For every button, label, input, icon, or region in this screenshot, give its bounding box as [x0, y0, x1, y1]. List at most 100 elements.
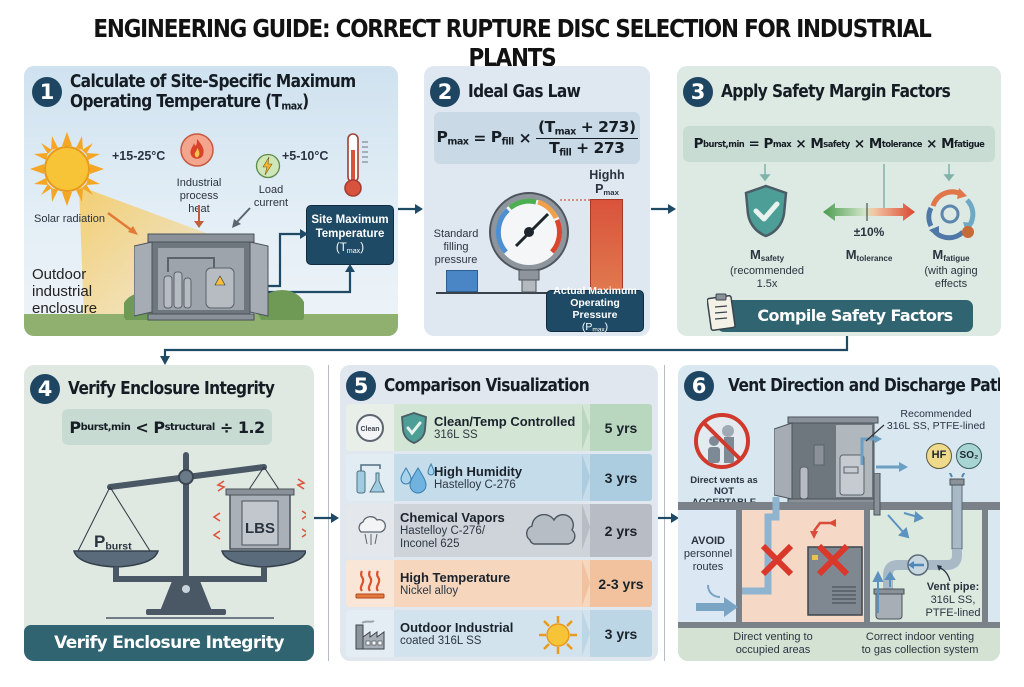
- title-text: ): [302, 92, 309, 112]
- avoid-personnel-label: AVOID personnel routes: [682, 535, 734, 574]
- step-number-badge: 4: [30, 374, 60, 404]
- flow-arrow-icon: [160, 336, 849, 365]
- formula-term: Pmax: [436, 128, 469, 147]
- step-6-panel: 6 Vent Direction and Discharge Path Dire…: [678, 365, 1000, 661]
- factor-note: (recommended: [730, 265, 804, 277]
- title-line: Calculate of Site-Specific Maximum: [70, 72, 356, 92]
- vapor-cloud-icon: [346, 504, 394, 557]
- max-pressure-bar: [590, 199, 623, 294]
- flame-icon: [180, 133, 214, 167]
- label-line: pressure: [434, 254, 478, 266]
- wall: [864, 510, 870, 622]
- formula-text: (T: [537, 118, 555, 137]
- formula-text: P: [490, 128, 502, 147]
- shield-check-icon: [744, 184, 788, 238]
- load-current-label: Load current: [250, 184, 292, 210]
- ideal-gas-formula: Pmax = Pfill × (Tmax + 273) Tfill + 273: [434, 112, 640, 164]
- formula-text: ×: [791, 136, 811, 152]
- heat-icon: [346, 560, 394, 607]
- formula-text: P: [153, 417, 165, 437]
- row-name: Chemical Vapors: [400, 510, 505, 525]
- box-text: ): [604, 321, 609, 334]
- factor-symbol: Mfatigue: [913, 248, 989, 265]
- step-6-title: Vent Direction and Discharge Path: [728, 376, 1000, 396]
- m-fatigue-label: Mfatigue (with aging effects: [913, 248, 989, 291]
- step-number-badge: 5: [346, 371, 376, 401]
- formula-sub: safety: [823, 139, 850, 149]
- p-burst-label: Pburst: [94, 533, 132, 556]
- formula-text: P: [693, 136, 704, 152]
- thermometer-icon: [344, 133, 368, 197]
- factor-text: M: [749, 247, 761, 262]
- label-line: Standard: [433, 228, 479, 240]
- balance-scale-icon: [73, 452, 306, 619]
- label-line: enclosure: [32, 300, 98, 317]
- formula-text: =: [468, 129, 491, 147]
- site-max-temperature-box: Site Maximum Temperature (Tmax): [306, 205, 394, 265]
- flow-arrow-icon: [314, 513, 339, 523]
- factor-sub: tolerance: [856, 254, 893, 263]
- title-text: Operating Temperature (T: [70, 92, 282, 112]
- row-content: High Temperature Nickel alloy: [394, 560, 590, 607]
- clean-icon: Clean: [346, 404, 394, 451]
- formula-pointers: [759, 164, 955, 212]
- row-material: Hastelloy C-276: [434, 478, 516, 491]
- step-number-badge: 6: [684, 371, 714, 401]
- heat-arrow-icon: [194, 205, 204, 228]
- formula-text: <: [130, 417, 154, 437]
- box-text: (P: [581, 321, 593, 334]
- label-line: Highh: [589, 168, 625, 182]
- box-text: (T: [335, 241, 347, 254]
- formula-sub: burst,min: [80, 421, 131, 433]
- shield-check-icon: [401, 411, 427, 444]
- fraction-numerator: (Tmax + 273): [535, 118, 638, 139]
- title-sub: max: [281, 99, 303, 113]
- formula-text: + 273): [575, 118, 636, 137]
- row-content: High Humidity Hastelloy C-276: [394, 454, 590, 501]
- box-line: (Tmax): [307, 241, 393, 258]
- row-material: Inconel 625: [400, 538, 460, 550]
- formula-text: M: [868, 136, 882, 152]
- solar-delta-label: +15-25°C: [112, 149, 166, 163]
- fraction-denominator: Tfill + 273: [549, 139, 625, 158]
- box-text: ): [360, 241, 365, 254]
- formula-sub: max: [554, 126, 577, 138]
- row-name: High Temperature: [400, 569, 511, 585]
- label-line: routes: [692, 561, 724, 573]
- box-sub: max: [592, 326, 605, 334]
- standard-pressure-bar: [446, 270, 478, 292]
- step-4-title: Verify Enclosure Integrity: [68, 379, 275, 399]
- label-line: to gas collection system: [861, 644, 979, 656]
- formula-text: ×: [921, 136, 942, 152]
- comparison-row-high-temp: High Temperature Nickel alloy 2-3 yrs: [346, 560, 652, 607]
- label-line: Direct vents as: [690, 475, 758, 486]
- connector-arrows-icon: [268, 264, 355, 294]
- label-line: 316L SS, PTFE-lined: [886, 420, 986, 432]
- label-line: personnel: [683, 548, 733, 560]
- step-1-title: Calculate of Site-Specific Maximum Opera…: [70, 72, 356, 117]
- label-line: industrial: [32, 283, 93, 300]
- label-sub: burst: [105, 540, 132, 553]
- box-sub: max: [346, 246, 361, 255]
- connector-arrows-icon: [268, 229, 308, 288]
- lab-equipment-icon: [346, 454, 394, 501]
- formula-sub: fill: [501, 136, 515, 148]
- label-line: Correct indoor venting: [865, 631, 975, 643]
- label-line: Pmax: [584, 182, 630, 200]
- label-line: Load: [258, 184, 284, 196]
- direct-vent-icon: [742, 497, 863, 616]
- formula-text: P: [763, 136, 773, 152]
- flow-arrow-icon: [651, 204, 676, 214]
- tolerance-value: ±10%: [853, 225, 885, 239]
- row-material: 316L SS: [434, 428, 478, 441]
- factor-text: M: [932, 247, 944, 262]
- step-number-badge: 3: [683, 77, 713, 107]
- verify-enclosure-integrity-button[interactable]: Verify Enclosure Integrity: [24, 625, 314, 661]
- row-content: Outdoor Industrial coated 316L SS: [394, 610, 590, 657]
- solar-radiation-label: Solar radiation: [34, 213, 105, 225]
- formula-sub: burst,min: [703, 139, 745, 149]
- baseline: [436, 292, 626, 294]
- compile-safety-factors-button[interactable]: Compile Safety Factors: [717, 300, 973, 332]
